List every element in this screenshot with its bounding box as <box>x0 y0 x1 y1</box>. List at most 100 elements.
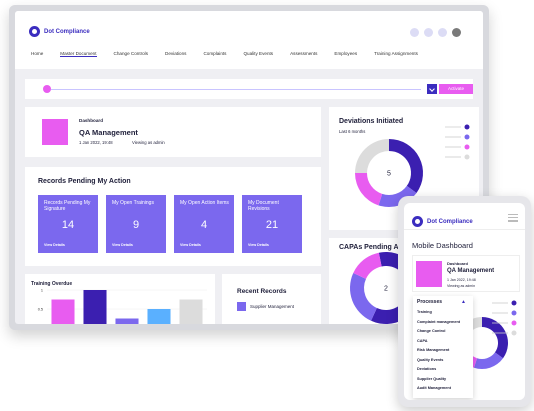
pending-tile-revisions[interactable]: My Document Revisions 21 View Details <box>242 195 302 253</box>
deviations-subtitle: Last 6 months <box>339 129 366 134</box>
donut-slice[interactable] <box>482 317 508 359</box>
view-details-link[interactable]: View Details <box>248 243 269 247</box>
recent-records-card: Recent Records Supplier Management <box>222 274 321 324</box>
chevron-down-icon[interactable] <box>427 84 437 94</box>
y-tick-label: 1 <box>41 289 43 293</box>
mobile-screen: Dot Compliance Mobile Dashboard Dashboar… <box>404 203 525 400</box>
record-color-swatch <box>237 302 246 311</box>
dropdown-item[interactable]: Training <box>417 310 432 314</box>
hamburger-menu-icon[interactable] <box>508 214 518 224</box>
mobile-logo[interactable]: Dot Compliance <box>412 216 473 227</box>
mobile-dash-date: 1 Jan 2022, 19:48 <box>447 278 476 282</box>
pending-tile-action-items[interactable]: My Open Action Items 4 View Details <box>174 195 234 253</box>
nav-complaints[interactable]: Complaints <box>203 51 227 56</box>
nav-assessments[interactable]: Assessments <box>290 51 318 56</box>
processes-dropdown[interactable]: Processes ▲ Training Complaint management… <box>413 296 473 398</box>
activate-button[interactable]: Activate <box>439 84 473 94</box>
dropdown-item[interactable]: Risk Management <box>417 348 450 352</box>
dot-logo-icon <box>412 216 423 227</box>
top-bar: Dot Compliance Home Master Document Chan… <box>15 11 483 69</box>
dropdown-item[interactable]: CAPA <box>417 338 428 343</box>
mobile-app-name: Dot Compliance <box>427 218 473 225</box>
training-overdue-card: Training Overdue 10.50 <box>25 274 215 324</box>
recent-record-item[interactable]: Supplier Management <box>250 304 295 309</box>
tile-count: 14 <box>61 219 75 231</box>
legend-dot <box>464 134 470 140</box>
nav-deviations[interactable]: Deviations <box>165 51 187 56</box>
mobile-dash-viewing: Viewing as admin <box>447 284 476 288</box>
view-details-link[interactable]: View Details <box>112 243 133 247</box>
dashboard-label: Dashboard <box>79 118 103 123</box>
deviations-donut-chart: 5 <box>355 124 470 207</box>
app-name: Dot Compliance <box>44 28 90 35</box>
avatar[interactable] <box>452 28 461 37</box>
tile-label: My Document Revisions <box>248 200 279 212</box>
bar[interactable] <box>83 290 107 324</box>
bar[interactable] <box>179 299 203 325</box>
donut-slice[interactable] <box>355 139 389 173</box>
donut-slice[interactable] <box>353 252 382 279</box>
tile-label: My Open Trainings <box>112 200 154 206</box>
mobile-dashboard-thumbnail <box>416 261 442 287</box>
legend-dot <box>511 320 517 326</box>
dropdown-header[interactable]: Processes <box>417 299 443 305</box>
notification-icon[interactable] <box>410 28 419 37</box>
dropdown-item[interactable]: Change Control <box>417 329 446 333</box>
deviations-title: Deviations Initiated <box>339 118 404 125</box>
bar[interactable] <box>51 299 75 325</box>
pending-actions-card: Records Pending My Action Records Pendin… <box>25 167 321 266</box>
dropdown-item[interactable]: Supplier Quality <box>417 376 447 381</box>
recent-title: Recent Records <box>237 288 287 295</box>
nav-training-assignments[interactable]: Training Assignments <box>374 51 418 56</box>
slider-track[interactable] <box>51 89 421 90</box>
caret-up-icon[interactable]: ▲ <box>461 299 466 305</box>
view-details-link[interactable]: View Details <box>180 243 201 247</box>
slider-handle[interactable] <box>43 85 51 93</box>
dropdown-item[interactable]: Audit Management <box>417 386 451 390</box>
pending-tile-trainings[interactable]: My Open Trainings 9 View Details <box>106 195 166 253</box>
dropdown-item[interactable]: Deviations <box>417 367 437 371</box>
dot-logo-icon <box>29 26 40 37</box>
donut-center-value: 2 <box>384 286 388 293</box>
header-actions <box>410 28 447 37</box>
main-nav: Home Master Document Change Controls Dev… <box>31 51 435 57</box>
divider <box>404 229 525 230</box>
settings-icon[interactable] <box>438 28 447 37</box>
mobile-title: Mobile Dashboard <box>412 241 473 250</box>
legend-dot <box>464 124 470 130</box>
desktop-screen: Dot Compliance Home Master Document Chan… <box>15 11 483 324</box>
donut-slice[interactable] <box>350 273 377 321</box>
tile-count: 9 <box>132 219 140 231</box>
dropdown-item[interactable]: Complaint management <box>417 319 461 324</box>
dropdown-item[interactable]: Quality Events <box>417 357 444 362</box>
help-icon[interactable] <box>424 28 433 37</box>
training-overdue-chart: Training Overdue 10.50 <box>31 281 207 325</box>
dashboard-viewing: Viewing as admin <box>132 140 165 145</box>
mobile-dash-title: QA Management <box>447 268 495 274</box>
dashboard-thumbnail <box>42 119 68 145</box>
view-details-link[interactable]: View Details <box>44 243 65 247</box>
y-tick-label: 0.5 <box>38 308 43 312</box>
filter-bar: Activate <box>25 79 473 99</box>
tile-count: 21 <box>265 219 279 231</box>
bar[interactable] <box>147 309 171 324</box>
nav-employees[interactable]: Employees <box>334 51 358 56</box>
capas-title: CAPAs Pending Approval <box>339 244 424 251</box>
donut-slice[interactable] <box>473 352 504 369</box>
nav-master-document[interactable]: Master Document <box>60 51 97 57</box>
donut-slice[interactable] <box>389 139 423 193</box>
nav-change-controls[interactable]: Change Controls <box>113 51 149 56</box>
legend-dot <box>511 300 517 306</box>
nav-home[interactable]: Home <box>31 51 44 56</box>
dashboard-title: QA Management <box>79 128 138 137</box>
nav-quality-events[interactable]: Quality Events <box>243 51 274 56</box>
legend-dot <box>464 144 470 150</box>
donut-center-value: 5 <box>387 171 391 178</box>
dashboard-date: 1 Jan 2022, 19:48 <box>79 140 113 145</box>
bar[interactable] <box>115 318 139 325</box>
app-logo[interactable]: Dot Compliance <box>29 26 90 37</box>
donut-slice[interactable] <box>355 173 383 206</box>
pending-tile-signature[interactable]: Records Pending My Signature 14 View Det… <box>38 195 98 253</box>
dashboard-card: Dashboard QA Management 1 Jan 2022, 19:4… <box>25 107 321 157</box>
legend-dot <box>511 330 517 336</box>
